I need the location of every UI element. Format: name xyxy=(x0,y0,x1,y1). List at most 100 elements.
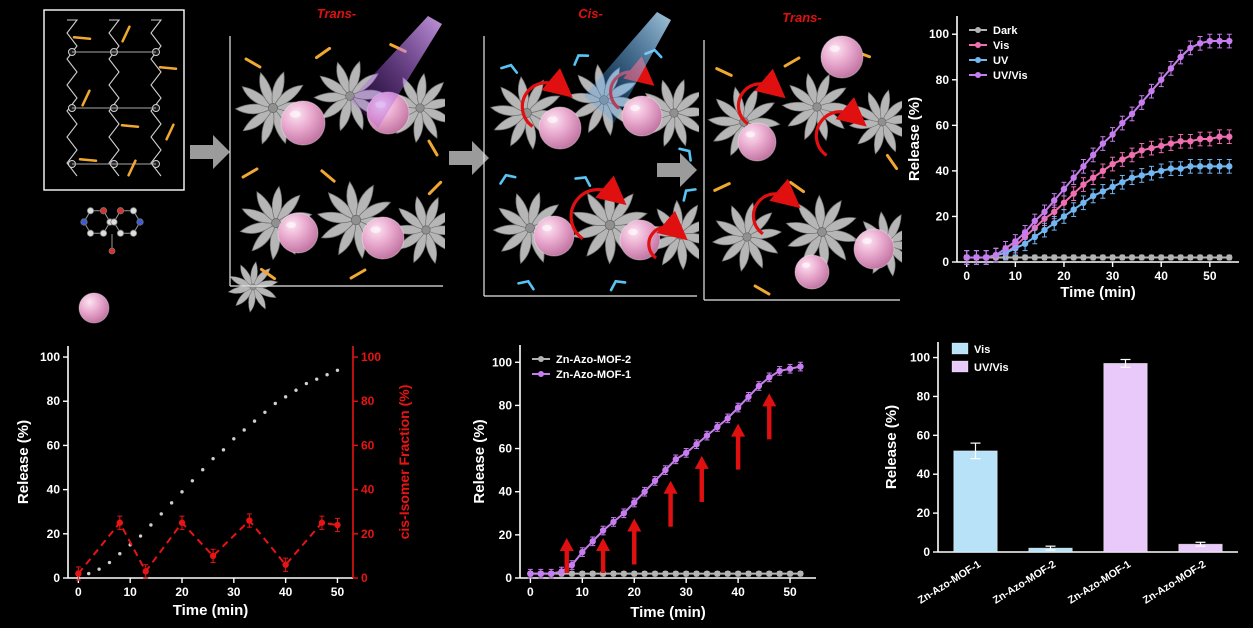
series-uv-vis xyxy=(963,33,1233,265)
rotation-arrow-icon xyxy=(647,210,688,260)
y-tick-label: 80 xyxy=(47,394,61,408)
legend-label: Dark xyxy=(993,25,1018,37)
guest-sphere-icon xyxy=(853,228,895,270)
y-tick-label: 40 xyxy=(917,467,931,481)
rotation-arrow-icon xyxy=(569,175,627,240)
switch-arrow-icon xyxy=(663,480,678,494)
y-tick-label: 20 xyxy=(917,506,931,520)
y-tick-label: 60 xyxy=(936,118,950,132)
azo-trans-icon xyxy=(349,268,367,280)
guest-sphere-icon xyxy=(538,106,582,150)
legend: Vis UV/Vis xyxy=(951,342,1009,374)
guest-sphere-icon xyxy=(820,35,864,79)
legend-label: Zn-Azo-MOF-2 xyxy=(556,354,631,366)
y-tick-label: 0 xyxy=(53,571,60,585)
switch-arrow-icon xyxy=(559,538,574,551)
legend: Dark Vis UV UV/Vis xyxy=(969,25,1028,82)
x-tick-label: 10 xyxy=(1009,269,1023,283)
x-tick-label: 10 xyxy=(576,585,590,599)
x-axis-title: Time (min) xyxy=(173,602,249,619)
y-tick-label: 100 xyxy=(40,350,60,364)
y-tick-label: 80 xyxy=(936,73,950,87)
y-tick-label: 0 xyxy=(942,255,949,269)
legend-label: UV xyxy=(993,55,1009,67)
x-tick-label: 0 xyxy=(527,585,534,599)
y-tick-label: 20 xyxy=(936,209,950,223)
right-y-tick-label: 0 xyxy=(361,571,368,585)
x-tick-label: 30 xyxy=(679,585,693,599)
azo-trans-icon xyxy=(715,67,733,77)
y-tick-label: 40 xyxy=(47,483,61,497)
y-tick-label: 60 xyxy=(499,442,513,456)
x-tick-label: 30 xyxy=(227,585,241,599)
switch-arrow-icon xyxy=(627,518,642,532)
rotation-arrow-icon xyxy=(751,178,801,236)
y-tick-label: 100 xyxy=(492,355,512,369)
bar xyxy=(1103,362,1148,553)
y-axis-title: Release (%) xyxy=(883,405,900,489)
azo-trans-icon xyxy=(320,169,336,183)
x-tick-label: 30 xyxy=(1106,269,1120,283)
y-tick-label: 80 xyxy=(917,389,931,403)
guest-sphere-icon xyxy=(361,216,405,260)
x-category-label: Zn-Azo-MOF-1 xyxy=(916,558,983,606)
release-cis-fraction-chart: 0 10 20 30 40 50 0 20 40 60 80 100 0 20 40 60 80 100 cis-I… xyxy=(15,346,412,619)
trans-state-label: Trans- xyxy=(316,6,357,21)
series-release xyxy=(76,368,340,580)
azo-cis-icon xyxy=(678,147,692,162)
x-tick-label: 20 xyxy=(1057,269,1071,283)
azo-trans-icon xyxy=(427,139,439,157)
switch-arrow-icon xyxy=(694,455,709,469)
azo-trans-icon xyxy=(713,182,731,192)
cis-state-label: Cis- xyxy=(578,6,603,21)
axes: 0 10 20 30 40 50 0 20 40 60 80 100 Time (min) Release… xyxy=(906,16,1239,301)
series-zn-azo-mof-1 xyxy=(527,361,804,579)
x-tick-label: 20 xyxy=(175,585,189,599)
x-axis-title: Time (min) xyxy=(630,604,706,621)
legend-label: UV/Vis xyxy=(974,362,1009,374)
cis-mof-panel: Cis- xyxy=(480,6,728,298)
x-tick-label: 50 xyxy=(1203,269,1217,283)
azo-cis-icon xyxy=(499,173,517,185)
guest-sphere-icon xyxy=(737,122,777,162)
right-y-tick-label: 80 xyxy=(361,394,375,408)
azo-cis-icon xyxy=(682,188,697,202)
rotor-rosette-icon xyxy=(703,194,791,280)
rotation-arrow-icon xyxy=(814,97,867,157)
guest-sphere-icon xyxy=(280,100,326,146)
mof-comparison-chart: 0 10 20 30 40 50 0 20 40 60 80 100 Time (min) Release… xyxy=(471,345,816,621)
y-tick-label: 0 xyxy=(923,545,930,559)
y-tick-label: 20 xyxy=(499,528,513,542)
y-tick-label: 40 xyxy=(499,485,513,499)
y-tick-label: 60 xyxy=(47,438,61,452)
bar xyxy=(953,450,998,553)
x-tick-label: 40 xyxy=(731,585,745,599)
release-kinetics-chart: 0 10 20 30 40 50 0 20 40 60 80 100 Time (min) Release… xyxy=(906,16,1239,301)
legend-label: UV/Vis xyxy=(993,70,1028,82)
azo-trans-icon xyxy=(241,167,259,179)
axes: 0 10 20 30 40 50 0 20 40 60 80 100 0 20 40 60 80 100 cis-I… xyxy=(15,346,412,619)
right-y-tick-label: 100 xyxy=(361,350,381,364)
trans-mof-release-panel: Trans- xyxy=(700,10,933,302)
x-tick-label: 50 xyxy=(331,585,345,599)
azo-trans-icon xyxy=(788,180,806,194)
y-tick-label: 100 xyxy=(910,351,930,365)
guest-sphere-icon xyxy=(621,95,663,137)
y-axis-title: Release (%) xyxy=(906,97,923,181)
x-tick-label: 0 xyxy=(963,269,970,283)
guest-sphere-icon xyxy=(533,215,575,257)
series-cis-isomer-fraction xyxy=(75,513,341,581)
right-y-axis-title: cis-Isomer Fraction (%) xyxy=(396,385,412,540)
azo-trans-icon xyxy=(885,153,899,171)
trans-mof-loaded-panel: Trans- xyxy=(228,6,476,288)
right-y-tick-label: 60 xyxy=(361,438,375,452)
annotation-arrows xyxy=(559,393,777,573)
azo-trans-icon xyxy=(783,56,801,68)
guest-sphere-icon xyxy=(619,219,661,261)
step-arrow-icon xyxy=(657,153,697,187)
step-arrow-icon xyxy=(190,135,230,169)
azo-trans-icon xyxy=(244,57,262,69)
legend-label: Vis xyxy=(993,40,1009,52)
azo-cis-icon xyxy=(609,279,627,292)
